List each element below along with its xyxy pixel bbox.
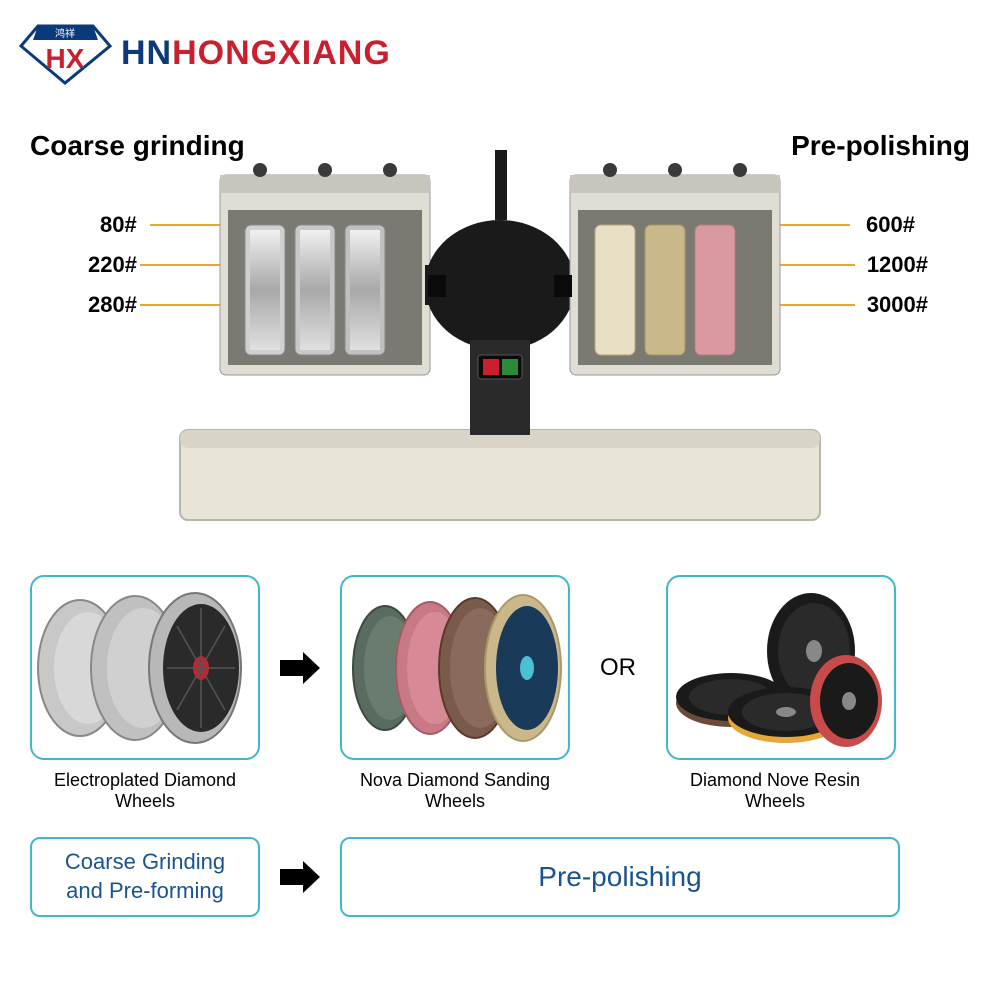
stage-coarse: Coarse Grinding and Pre-forming xyxy=(30,837,260,917)
label-nova: Nova Diamond Sanding Wheels xyxy=(340,770,570,812)
brand-hn: HN xyxy=(121,34,172,72)
or-text: OR xyxy=(585,654,651,682)
svg-text:HX: HX xyxy=(46,43,85,74)
wheel-box-electroplated xyxy=(30,575,260,760)
grit-3000: 3000# xyxy=(867,292,928,318)
label-electroplated: Electroplated Diamond Wheels xyxy=(30,770,260,812)
wheel-box-resin xyxy=(666,575,896,760)
brand-hong: HONGXIANG xyxy=(172,34,391,72)
stage-prepolish: Pre-polishing xyxy=(340,837,900,917)
brand-logo: HX 鸿祥 HNHONGXIANG xyxy=(18,18,391,88)
wheel-box-nova xyxy=(340,575,570,760)
logo-mark: HX 鸿祥 xyxy=(18,18,113,88)
brand-text: HNHONGXIANG xyxy=(121,34,391,73)
stage-row: Coarse Grinding and Pre-forming Pre-poli… xyxy=(30,837,970,917)
process-flow: OR xyxy=(30,575,970,917)
wheel-labels: Electroplated Diamond Wheels Nova Diamon… xyxy=(30,770,970,812)
wheel-row: OR xyxy=(30,575,970,760)
grit-80: 80# xyxy=(100,212,137,238)
grit-600: 600# xyxy=(866,212,915,238)
svg-text:鸿祥: 鸿祥 xyxy=(55,27,75,40)
machine-diagram: Coarse grinding Pre-polishing 80# 220# 2… xyxy=(0,130,1000,560)
machine-illustration xyxy=(150,150,850,550)
grit-220: 220# xyxy=(88,252,137,278)
grit-1200: 1200# xyxy=(867,252,928,278)
arrow-icon xyxy=(275,648,325,688)
arrow-icon xyxy=(275,857,325,897)
label-resin: Diamond Nove Resin Wheels xyxy=(660,770,890,812)
grit-280: 280# xyxy=(88,292,137,318)
